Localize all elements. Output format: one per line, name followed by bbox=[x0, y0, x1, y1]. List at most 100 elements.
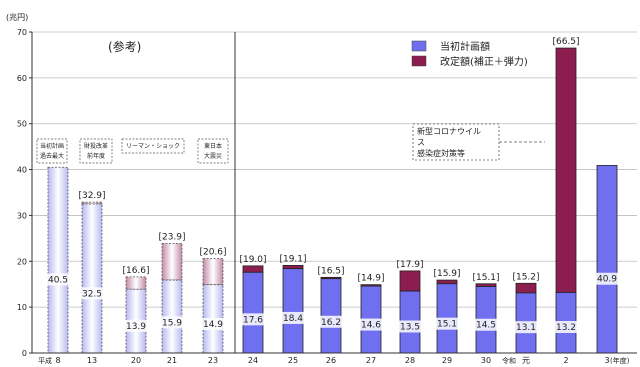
reference-note-box-2 bbox=[121, 138, 185, 154]
y-tick-label-50: 50 bbox=[17, 120, 27, 129]
reference-note-text-3-1: 大震災 bbox=[204, 152, 222, 160]
initial-label-27: 14.6 bbox=[361, 321, 381, 331]
initial-label-20: 13.9 bbox=[126, 322, 146, 332]
y-tick-label-60: 60 bbox=[17, 74, 27, 83]
reference-note-box-1 bbox=[79, 138, 113, 164]
initial-label-bg-28 bbox=[398, 320, 422, 333]
reference-note-text-0-0: 当初計画 bbox=[40, 142, 64, 150]
initial-label-28: 13.5 bbox=[400, 322, 420, 332]
x-axis-labels: 8 13 20 21 23 24 25 26 27 28 29 30 元 2 3 bbox=[55, 356, 609, 365]
x-tick-label-8: 8 bbox=[55, 356, 60, 365]
x-tick-label-21: 21 bbox=[167, 356, 177, 365]
bar-initial-3 bbox=[596, 165, 618, 354]
covid-annotation-line-1: 新型コロナウイル bbox=[417, 126, 481, 136]
revised-label-26: [16.5] bbox=[317, 266, 344, 276]
initial-label-bg-13 bbox=[80, 287, 104, 300]
unit-label: (兆円) bbox=[6, 12, 28, 22]
revised-label-21: [23.9] bbox=[158, 232, 185, 242]
y-tick-label-0: 0 bbox=[22, 349, 27, 358]
data-labels: 40.5 32.5 [32.9] 13.9 [16.6] 15.9 [23.9] 14.9 [2… bbox=[46, 37, 619, 334]
revised-label-28: [17.9] bbox=[396, 260, 423, 270]
bar-revised-13 bbox=[81, 201, 103, 205]
revised-label-23: [20.6] bbox=[199, 248, 226, 258]
covid-annotation: 新型コロナウイル ス 感染症対策等 bbox=[412, 123, 545, 161]
reference-note-text-0-1: 過去最大 bbox=[40, 152, 64, 160]
bar-initial-25 bbox=[282, 268, 304, 354]
y-tick-label-20: 20 bbox=[17, 257, 27, 266]
bar-initial-24 bbox=[242, 271, 264, 354]
section-label: (参考) bbox=[108, 39, 141, 54]
bar-initial-8 bbox=[47, 166, 69, 354]
initial-label-29: 15.1 bbox=[437, 320, 457, 330]
y-tick-label-70: 70 bbox=[17, 28, 27, 37]
y-tick-label-10: 10 bbox=[17, 303, 27, 312]
bar-revised-21 bbox=[161, 243, 183, 281]
revised-label-元: [15.2] bbox=[512, 272, 539, 282]
initial-label-bg-21 bbox=[160, 316, 184, 329]
legend: 当初計画額 改定額(補正＋弾力) bbox=[411, 40, 528, 68]
initial-label-bg-3 bbox=[595, 272, 619, 285]
initial-label-26: 16.2 bbox=[321, 318, 341, 328]
bar-revised-23 bbox=[202, 258, 224, 286]
x-tick-label-25: 25 bbox=[288, 356, 298, 365]
initial-label-2: 13.2 bbox=[556, 323, 576, 333]
revised-label-27: [14.9] bbox=[357, 274, 384, 284]
initial-label-bg-26 bbox=[319, 315, 343, 328]
initial-label-bg-20 bbox=[124, 319, 148, 332]
revised-label-2: [66.5] bbox=[552, 37, 579, 47]
initial-label-bg-23 bbox=[201, 318, 225, 331]
initial-label-bg-元 bbox=[514, 321, 538, 334]
x-tick-label-29: 29 bbox=[442, 356, 452, 365]
reference-note-text-1-0: 財投改革 bbox=[84, 142, 108, 150]
x-tick-label-2: 2 bbox=[563, 356, 568, 365]
initial-label-元: 13.1 bbox=[516, 323, 536, 333]
x-axis-left-label: 平成 bbox=[38, 356, 52, 365]
initial-label-bg-27 bbox=[359, 318, 383, 331]
reference-note-box-3 bbox=[197, 138, 229, 164]
initial-label-3: 40.9 bbox=[597, 275, 617, 285]
bar-revised-20 bbox=[125, 276, 147, 290]
bar-revised-元 bbox=[515, 282, 537, 294]
x-tick-label-27: 27 bbox=[366, 356, 376, 365]
legend-swatch-revised bbox=[411, 55, 427, 67]
legend-label-initial: 当初計画額 bbox=[440, 40, 490, 53]
x-tick-label-13: 13 bbox=[87, 356, 97, 365]
initial-label-23: 14.9 bbox=[203, 320, 223, 330]
gridlines bbox=[32, 31, 637, 308]
reference-note-text-2-0: リーマン・ショック bbox=[126, 143, 180, 150]
bar-revised-29 bbox=[436, 279, 458, 285]
x-tick-label-30: 30 bbox=[481, 356, 491, 365]
revised-label-29: [15.9] bbox=[433, 269, 460, 279]
bar-revised-25 bbox=[282, 265, 304, 270]
initial-label-bg-29 bbox=[435, 317, 459, 330]
x-tick-label-28: 28 bbox=[405, 356, 415, 365]
initial-label-8: 40.5 bbox=[48, 275, 68, 285]
y-tick-label-40: 40 bbox=[17, 166, 27, 175]
reference-note-box-0 bbox=[36, 138, 68, 164]
bars bbox=[47, 47, 618, 354]
revised-label-25: [19.1] bbox=[279, 254, 306, 264]
x-tick-label-元: 元 bbox=[522, 356, 530, 365]
initial-label-bg-8 bbox=[46, 273, 70, 286]
initial-label-13: 32.5 bbox=[82, 289, 102, 299]
revised-label-20: [16.6] bbox=[122, 266, 149, 276]
revised-label-24: [19.0] bbox=[239, 255, 266, 265]
y-tick-label-30: 30 bbox=[17, 211, 27, 220]
covid-annotation-box bbox=[412, 123, 500, 161]
initial-label-21: 15.9 bbox=[162, 318, 182, 328]
x-axis-right-label: (年度) bbox=[610, 356, 630, 365]
x-tick-label-20: 20 bbox=[131, 356, 141, 365]
covid-annotation-line-2: ス bbox=[417, 138, 425, 147]
initial-label-30: 14.5 bbox=[476, 321, 496, 331]
initial-label-bg-2 bbox=[554, 320, 578, 333]
x-tick-label-23: 23 bbox=[208, 356, 218, 365]
covid-annotation-line-3: 感染症対策等 bbox=[417, 148, 465, 158]
initial-label-bg-24 bbox=[241, 313, 265, 326]
initial-label-bg-25 bbox=[281, 311, 305, 324]
revised-label-13: [32.9] bbox=[78, 191, 105, 201]
bar-revised-30 bbox=[475, 283, 497, 287]
legend-label-revised: 改定額(補正＋弾力) bbox=[440, 55, 528, 68]
revised-label-30: [15.1] bbox=[472, 273, 499, 283]
